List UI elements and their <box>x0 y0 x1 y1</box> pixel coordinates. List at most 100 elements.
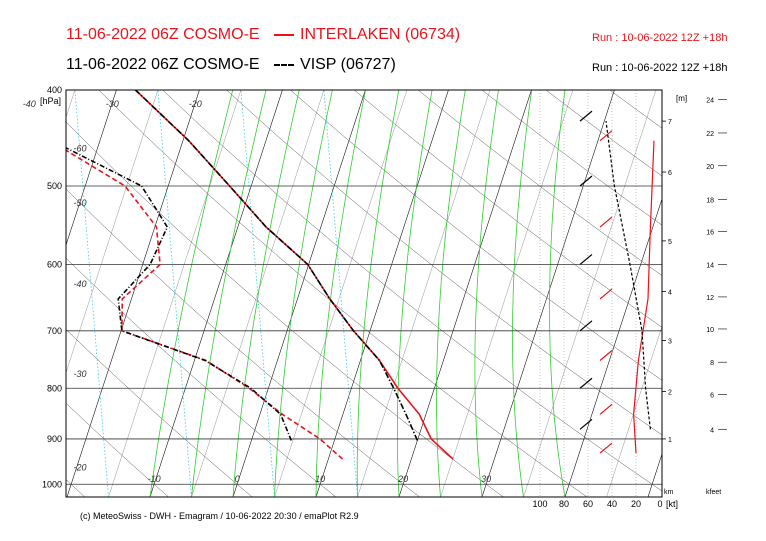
dry-adiabat <box>98 90 588 497</box>
dry-adiabat <box>66 479 85 497</box>
dry-adiabat <box>545 90 662 177</box>
moist-adiabat <box>512 90 533 497</box>
isotherm <box>149 90 283 497</box>
dry-adiabat <box>0 90 1 497</box>
wind-speed-tick-label: 20 <box>631 499 641 509</box>
isotherm <box>606 325 662 497</box>
pressure-tick-label: 900 <box>47 434 62 444</box>
isotherm <box>66 90 117 246</box>
height-tick-label-kfeet: 22 <box>706 131 714 138</box>
wind-speed-profile-interlaken <box>632 140 655 454</box>
wind-speed-tick-label: 100 <box>532 499 547 509</box>
pressure-tick-label: 400 <box>47 85 62 95</box>
title-visp-model: 11-06-2022 06Z COSMO-E <box>66 56 260 73</box>
wind-barb <box>599 130 613 142</box>
temperature-skew-label-top: -40 <box>23 99 36 109</box>
height-tick-label-kfeet: 8 <box>710 360 714 367</box>
run-info-interlaken: Run : 10-06-2022 12Z +18h <box>592 32 728 44</box>
moist-adiabat <box>549 90 566 497</box>
isotherm <box>66 90 76 118</box>
height-tick-label-kfeet: 16 <box>706 230 714 237</box>
temperature-skew-label-left: -40 <box>73 279 86 289</box>
dewpoint-profile-interlaken <box>66 149 344 460</box>
temperature-tick-label: 20 <box>397 474 408 484</box>
pressure-axis-unit: [hPa] <box>40 96 61 106</box>
height-tick-label-m: 3 <box>668 339 672 346</box>
dry-adiabat <box>290 90 662 381</box>
height-tick-label-kfeet: 14 <box>706 262 714 269</box>
pressure-tick-label: 700 <box>47 326 62 336</box>
isotherm <box>647 453 662 497</box>
moist-adiabat <box>274 90 333 497</box>
isotherm <box>564 197 662 497</box>
isotherm <box>523 90 657 497</box>
temperature-skew-label-left: -60 <box>73 143 86 153</box>
height-tick-label-kfeet: 10 <box>706 327 714 334</box>
height-axis-unit-km: km <box>664 489 674 496</box>
wind-barb <box>579 254 593 265</box>
wind-barb <box>579 418 593 430</box>
temperature-skew-label-left: -50 <box>73 198 86 208</box>
legend-line-interlaken <box>274 33 295 36</box>
height-tick-label-kfeet: 6 <box>710 393 714 400</box>
height-tick-label-kfeet: 4 <box>710 427 714 434</box>
wind-speed-tick-label: 60 <box>583 499 593 509</box>
height-tick-label-kfeet: 24 <box>706 98 714 105</box>
moist-adiabat <box>474 90 499 497</box>
dry-adiabat <box>66 121 504 497</box>
temperature-skew-label-top: -30 <box>106 99 119 109</box>
pressure-tick-label: 600 <box>47 259 62 269</box>
isotherm <box>357 90 491 497</box>
dewpoint-profile-visp <box>66 146 293 441</box>
temperature-tick-label: 10 <box>315 474 325 484</box>
wind-speed-tick-label: 0 <box>657 499 662 509</box>
wind-speed-tick-label: 40 <box>607 499 617 509</box>
pressure-tick-label: 1000 <box>42 479 62 489</box>
wind-barb <box>579 320 593 332</box>
height-tick-label-m: 1 <box>668 437 672 444</box>
run-info-visp: Run : 10-06-2022 12Z +18h <box>592 62 728 74</box>
dry-adiabat <box>674 90 766 497</box>
temperature-tick-label: 0 <box>235 474 240 484</box>
temperature-skew-label-top: -20 <box>189 99 202 109</box>
wind-barb <box>599 288 613 300</box>
height-axis-unit-kfeet: kfeet <box>706 489 721 496</box>
height-tick-label-m: 5 <box>668 239 672 246</box>
title-visp: 11-06-2022 06Z COSMO-E VISP (06727) <box>66 56 396 74</box>
wind-speed-tick-label: 80 <box>559 499 569 509</box>
height-tick-label-m: 4 <box>668 290 672 297</box>
dry-adiabat <box>66 188 420 497</box>
moist-adiabat <box>315 90 366 497</box>
moist-adiabat <box>149 90 234 497</box>
legend-line-visp <box>274 63 295 66</box>
mixing-ratio-line <box>240 90 275 497</box>
temperature-profile-interlaken <box>134 90 454 460</box>
isotherm <box>66 90 200 497</box>
dry-adiabat <box>418 90 662 276</box>
height-tick-label-kfeet: 12 <box>706 295 714 302</box>
dry-adiabat <box>66 329 253 497</box>
title-interlaken-station: INTERLAKEN (06734) <box>300 26 461 43</box>
moist-adiabat <box>436 90 466 497</box>
height-tick-label-m: 6 <box>668 170 672 177</box>
moist-adiabat <box>356 90 400 497</box>
wind-barb <box>599 403 613 415</box>
height-tick-label-m: 7 <box>668 119 672 126</box>
plot-frame <box>65 89 663 498</box>
height-axis-unit-m: [m] <box>676 94 687 103</box>
wind-speed-unit: [kt] <box>666 499 678 509</box>
temperature-tick-label: 30 <box>481 474 491 484</box>
isotherm <box>481 90 615 497</box>
dry-adiabat <box>66 257 337 497</box>
wind-barb <box>579 110 593 122</box>
dry-adiabat <box>354 90 662 328</box>
wind-barb <box>599 350 613 361</box>
dry-adiabat <box>66 402 169 497</box>
pressure-tick-label: 800 <box>47 383 62 393</box>
wind-barb <box>599 442 613 454</box>
moist-adiabat <box>191 90 267 497</box>
height-tick-label-kfeet: 18 <box>706 198 714 205</box>
mixing-ratio-line <box>157 90 192 497</box>
isotherm <box>440 90 574 497</box>
